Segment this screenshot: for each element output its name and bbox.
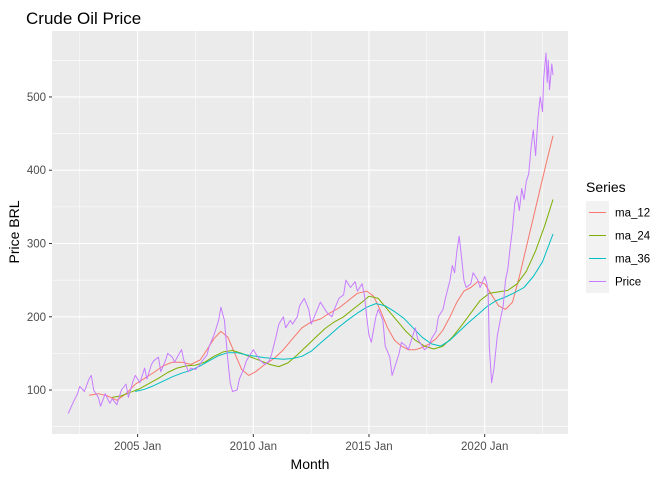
series-line-ma-12 [88, 135, 554, 401]
legend-label-ma-24: ma_24 [615, 231, 651, 243]
x-axis: 2005 Jan 2010 Jan 2015 Jan 2020 Jan [114, 434, 508, 453]
x-tick-label: 2010 Jan [230, 441, 277, 453]
series-line-ma-36 [135, 233, 554, 392]
x-tick-label: 2020 Jan [461, 441, 508, 453]
legend-title: Series [586, 179, 626, 195]
y-axis: 100 200 300 400 500 [27, 92, 52, 397]
x-tick-label: 2005 Jan [114, 441, 161, 453]
y-axis-title: Price BRL [6, 200, 22, 263]
y-tick-label: 500 [27, 92, 46, 104]
y-tick-label: 400 [27, 165, 46, 177]
legend-label-ma-12: ma_12 [615, 208, 650, 220]
x-tick-label: 2015 Jan [345, 441, 392, 453]
series-line-price [67, 52, 554, 414]
legend-label-price: Price [615, 277, 641, 289]
legend-label-ma-36: ma_36 [615, 254, 650, 266]
y-tick-label: 100 [27, 385, 46, 397]
legend: Series ma_12 ma_24 ma_36 Price [586, 179, 651, 293]
chart-title: Crude Oil Price [26, 9, 141, 28]
major-gridlines [52, 31, 568, 434]
y-tick-label: 200 [27, 312, 46, 324]
series-layer [67, 52, 554, 414]
x-axis-title: Month [291, 456, 330, 472]
y-tick-label: 300 [27, 238, 46, 250]
